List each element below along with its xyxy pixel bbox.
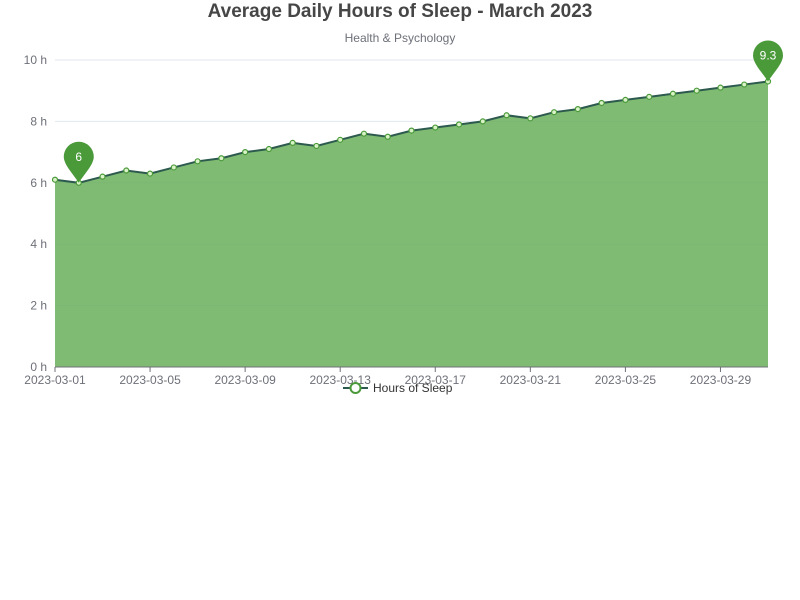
max-marker-label: 9.3 bbox=[760, 48, 777, 62]
data-point bbox=[574, 106, 581, 113]
data-point bbox=[170, 164, 177, 171]
data-point bbox=[503, 112, 510, 119]
y-tick-label: 2 h bbox=[30, 299, 47, 313]
data-point bbox=[550, 109, 558, 116]
min-marker-pin bbox=[63, 141, 94, 183]
area-fill bbox=[55, 81, 768, 368]
x-tick-label: 2023-03-01 bbox=[24, 373, 86, 387]
data-point bbox=[123, 167, 130, 174]
data-point bbox=[99, 173, 106, 180]
data-point bbox=[646, 93, 653, 100]
y-tick-label: 0 h bbox=[30, 360, 47, 374]
data-point bbox=[741, 81, 748, 88]
data-point bbox=[265, 145, 272, 153]
y-tick-label: 10 h bbox=[24, 53, 47, 67]
data-point bbox=[669, 90, 677, 97]
legend-label: Hours of Sleep bbox=[373, 381, 453, 395]
area-shape bbox=[55, 81, 768, 368]
x-axis-ticks: 2023-03-01 2023-03-05 2023-03-09 2023-03-13… bbox=[24, 367, 751, 387]
data-point bbox=[432, 124, 439, 131]
y-tick-label: 6 h bbox=[30, 176, 47, 190]
legend-circle-icon bbox=[349, 382, 362, 394]
chart-title: Average Daily Hours of Sleep - March 202… bbox=[207, 1, 593, 22]
data-point bbox=[527, 115, 534, 122]
data-point bbox=[717, 84, 724, 91]
data-point bbox=[337, 136, 344, 143]
y-tick-label: 4 h bbox=[30, 237, 47, 251]
x-tick-label: 2023-03-21 bbox=[500, 373, 562, 387]
data-point bbox=[360, 130, 368, 137]
marker-pins: 69.3 bbox=[63, 40, 783, 183]
chart-subtitle: Health & Psychology bbox=[344, 31, 456, 45]
data-point bbox=[289, 139, 296, 146]
data-point bbox=[408, 127, 415, 134]
data-point bbox=[218, 155, 225, 162]
data-point bbox=[455, 121, 463, 128]
max-marker-pin bbox=[753, 40, 783, 82]
x-tick-label: 2023-03-17 bbox=[405, 373, 467, 387]
x-tick-label: 2023-03-09 bbox=[214, 373, 276, 387]
data-point bbox=[146, 170, 154, 177]
x-tick-label: 2023-03-29 bbox=[690, 373, 752, 387]
data-point bbox=[384, 133, 391, 140]
data-point bbox=[693, 87, 700, 94]
data-point bbox=[242, 149, 249, 156]
data-point bbox=[313, 142, 320, 150]
data-point bbox=[194, 158, 201, 165]
min-marker-label: 6 bbox=[75, 150, 82, 164]
data-point bbox=[598, 99, 605, 107]
x-tick-label: 2023-03-13 bbox=[310, 373, 372, 387]
legend[interactable]: Hours of Sleep bbox=[343, 381, 453, 395]
data-point bbox=[51, 176, 59, 183]
y-tick-label: 8 h bbox=[30, 114, 47, 128]
data-point bbox=[622, 96, 629, 104]
x-tick-label: 2023-03-25 bbox=[595, 373, 657, 387]
y-axis-ticks: 0 h 2 h 4 h 6 h 8 h 10 h bbox=[24, 53, 47, 374]
data-point bbox=[479, 118, 486, 125]
x-tick-label: 2023-03-05 bbox=[119, 373, 181, 387]
